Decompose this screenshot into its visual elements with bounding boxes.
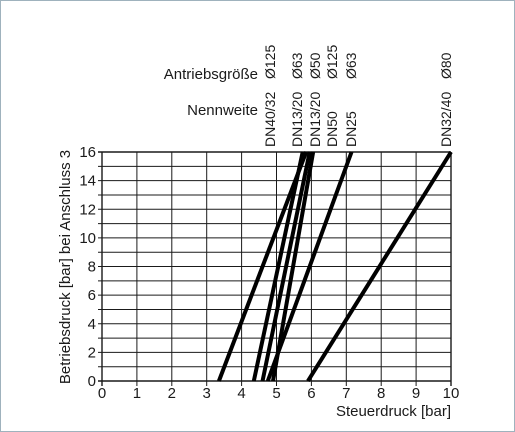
curve-antriebsgroesse-label: Ø125 bbox=[324, 45, 340, 79]
curve-antriebsgroesse-label: Ø50 bbox=[307, 52, 323, 79]
x-tick-label: 1 bbox=[133, 385, 141, 402]
y-tick-label: 10 bbox=[79, 230, 96, 247]
x-tick-label: 3 bbox=[203, 385, 211, 402]
x-tick-label: 7 bbox=[342, 385, 350, 402]
x-tick-label: 10 bbox=[443, 385, 460, 402]
series-lines bbox=[217, 150, 453, 383]
series-line bbox=[251, 151, 305, 382]
series-line bbox=[265, 151, 354, 382]
x-tick-label: 4 bbox=[237, 385, 245, 402]
y-tick-label: 16 bbox=[79, 144, 96, 161]
y-tick-label: 8 bbox=[88, 259, 96, 276]
curve-nennweite-label: DN13/20 bbox=[307, 92, 323, 147]
y-tick-label: 0 bbox=[88, 373, 96, 390]
curve-nennweite-label: DN32/40 bbox=[438, 92, 454, 147]
y-tick-label: 14 bbox=[79, 173, 96, 190]
curve-nennweite-label: DN13/20 bbox=[289, 92, 305, 147]
x-tick-labels: 0 1 2 3 4 5 6 7 8 9 10 bbox=[98, 385, 460, 402]
curve-labels: DN40/32Ø125DN13/20Ø63DN13/20Ø50DN50Ø125D… bbox=[262, 45, 454, 147]
grid bbox=[98, 151, 452, 386]
x-tick-label: 9 bbox=[412, 385, 420, 402]
x-axis-label: Steuerdruck [bar] bbox=[336, 403, 451, 420]
curve-nennweite-label: DN25 bbox=[343, 111, 359, 147]
curve-antriebsgroesse-label: Ø63 bbox=[289, 52, 305, 79]
y-tick-label: 2 bbox=[88, 344, 96, 361]
curve-nennweite-label: DN40/32 bbox=[262, 92, 278, 147]
series-line bbox=[306, 150, 453, 383]
x-tick-label: 2 bbox=[168, 385, 176, 402]
x-tick-label: 5 bbox=[272, 385, 280, 402]
y-tick-labels: 0 2 4 6 8 10 12 14 16 bbox=[79, 144, 96, 390]
y-tick-label: 12 bbox=[79, 201, 96, 218]
x-tick-label: 8 bbox=[377, 385, 385, 402]
y-axis-label: Betriebsdruck [bar] bei Anschluss 3 bbox=[57, 150, 74, 384]
nennweite-row-label: Nennweite bbox=[187, 102, 258, 119]
x-tick-label: 0 bbox=[98, 385, 106, 402]
antriebsgroesse-row-label: Antriebsgröße bbox=[164, 66, 258, 83]
curve-antriebsgroesse-label: Ø80 bbox=[438, 52, 454, 79]
y-tick-label: 6 bbox=[88, 287, 96, 304]
series-line bbox=[217, 151, 309, 382]
y-tick-label: 4 bbox=[88, 316, 96, 333]
series-line bbox=[260, 151, 312, 382]
curve-antriebsgroesse-label: Ø63 bbox=[343, 52, 359, 79]
x-tick-label: 6 bbox=[307, 385, 315, 402]
curve-antriebsgroesse-label: Ø125 bbox=[262, 45, 278, 79]
curve-nennweite-label: DN50 bbox=[324, 111, 340, 147]
